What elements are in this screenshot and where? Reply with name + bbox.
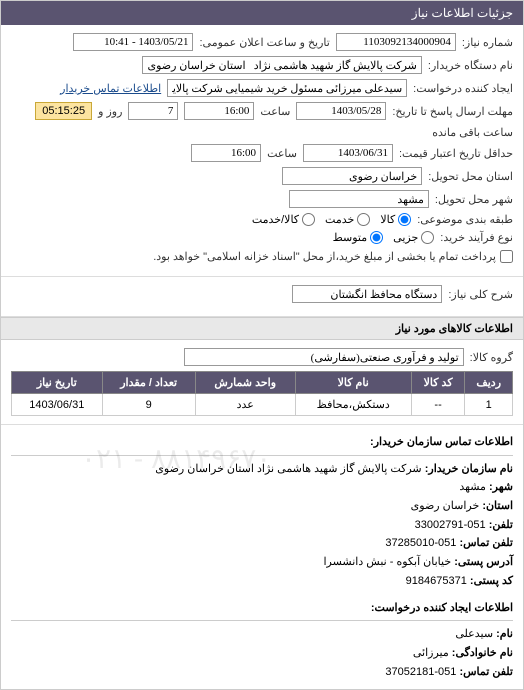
- buyer-address-label: آدرس پستی:: [454, 556, 513, 568]
- radio-jozi[interactable]: [421, 231, 434, 244]
- buyer-device-input[interactable]: [142, 56, 422, 74]
- general-desc-label: شرح کلی نیاز:: [448, 288, 513, 301]
- goods-table: ردیف کد کالا نام کالا واحد شمارش تعداد /…: [11, 371, 513, 416]
- th-name: نام کالا: [295, 372, 411, 394]
- category-label: طبقه بندی موضوعی:: [417, 213, 513, 226]
- radio-jozi-label[interactable]: جزیی: [393, 231, 434, 244]
- need-number-input[interactable]: [336, 33, 456, 51]
- req-family-value: میرزائی: [413, 647, 449, 659]
- validity-time-input[interactable]: [191, 144, 261, 162]
- buyer-city-label: شهر:: [489, 481, 513, 493]
- req-phone-label: تلفن تماس:: [459, 666, 513, 678]
- cell-row: 1: [465, 394, 513, 416]
- cell-code: --: [411, 394, 465, 416]
- buyer-province-label: استان:: [482, 500, 513, 512]
- day-label: روز و: [98, 105, 122, 118]
- days-remaining-input[interactable]: [128, 102, 178, 120]
- buyer-fax-label: تلفن تماس:: [459, 537, 513, 549]
- th-row: ردیف: [465, 372, 513, 394]
- process-label: نوع فرآیند خرید:: [440, 231, 513, 244]
- general-desc-input[interactable]: [292, 285, 442, 303]
- table-row: 1 -- دستکش،محافظ عدد 9 1403/06/31: [12, 394, 513, 416]
- contact-buyer-title: اطلاعات تماس سازمان خریدار:: [11, 433, 513, 456]
- radio-kala-label[interactable]: کالا: [380, 213, 411, 226]
- cell-name: دستکش،محافظ: [295, 394, 411, 416]
- contact-requester-title: اطلاعات ایجاد کننده درخواست:: [11, 599, 513, 622]
- province-input[interactable]: [282, 167, 422, 185]
- buyer-postal-label: کد پستی:: [470, 575, 513, 587]
- th-qty: تعداد / مقدار: [102, 372, 195, 394]
- validity-date-input[interactable]: [303, 144, 393, 162]
- req-name-value: سیدعلی: [455, 628, 493, 640]
- page-header: جزئیات اطلاعات نیاز: [1, 1, 523, 25]
- buyer-phone-label: تلفن:: [489, 519, 513, 531]
- deadline-time-input[interactable]: [184, 102, 254, 120]
- page-title: جزئیات اطلاعات نیاز: [412, 6, 513, 20]
- need-number-label: شماره نیاز:: [462, 36, 513, 49]
- req-name-label: نام:: [496, 628, 513, 640]
- group-input[interactable]: [184, 348, 464, 366]
- deadline-date-input[interactable]: [296, 102, 386, 120]
- city-label: شهر محل تحویل:: [435, 193, 513, 206]
- buyer-city-value: مشهد: [459, 481, 486, 493]
- org-label: نام سازمان خریدار:: [425, 463, 513, 475]
- deadline-label: مهلت ارسال پاسخ تا تاریخ:: [392, 105, 513, 118]
- radio-kala-khadmat-label[interactable]: کالا/خدمت: [252, 213, 315, 226]
- buyer-postal-value: 9184675371: [406, 575, 467, 587]
- requester-input[interactable]: [167, 79, 407, 97]
- cell-qty: 9: [102, 394, 195, 416]
- radio-khadmat-label[interactable]: خدمت: [325, 213, 370, 226]
- cell-date: 1403/06/31: [12, 394, 103, 416]
- radio-kala-khadmat[interactable]: [302, 213, 315, 226]
- req-family-label: نام خانوادگی:: [452, 647, 513, 659]
- th-unit: واحد شمارش: [195, 372, 295, 394]
- group-label: گروه کالا:: [470, 351, 513, 364]
- payment-note: پرداخت تمام یا بخشی از مبلغ خرید،از محل …: [153, 250, 496, 263]
- buyer-address-value: خیابان آبکوه - نبش دانشسرا: [323, 556, 451, 568]
- buyer-device-label: نام دستگاه خریدار:: [428, 59, 513, 72]
- announce-input[interactable]: [73, 33, 193, 51]
- validity-label: حداقل تاریخ اعتبار قیمت:: [399, 147, 513, 160]
- th-code: کد کالا: [411, 372, 465, 394]
- announce-label: تاریخ و ساعت اعلان عمومی:: [199, 36, 329, 49]
- city-input[interactable]: [289, 190, 429, 208]
- radio-motavaset[interactable]: [370, 231, 383, 244]
- province-label: استان محل تحویل:: [428, 170, 513, 183]
- cell-unit: عدد: [195, 394, 295, 416]
- radio-motavaset-label[interactable]: متوسط: [333, 231, 384, 244]
- th-date: تاریخ نیاز: [12, 372, 103, 394]
- buyer-province-value: خراسان رضوی: [411, 500, 480, 512]
- payment-checkbox[interactable]: [500, 250, 513, 263]
- radio-khadmat[interactable]: [357, 213, 370, 226]
- buyer-phone-value: 051-33002791: [415, 519, 486, 531]
- req-phone-value: 051-37052181: [385, 666, 456, 678]
- buyer-fax-value: 051-37285010: [385, 537, 456, 549]
- contact-link[interactable]: اطلاعات تماس خریدار: [60, 82, 161, 95]
- requester-label: ایجاد کننده درخواست:: [413, 82, 513, 95]
- radio-kala[interactable]: [398, 213, 411, 226]
- remaining-label: ساعت باقی مانده: [432, 126, 513, 139]
- time-label-2: ساعت: [267, 147, 297, 160]
- goods-section-title: اطلاعات کالاهای مورد نیاز: [1, 317, 523, 340]
- countdown-badge: 05:15:25: [35, 102, 92, 120]
- time-label-1: ساعت: [260, 105, 290, 118]
- org-value: شرکت پالایش گاز شهید هاشمی نژاد استان خر…: [155, 463, 421, 475]
